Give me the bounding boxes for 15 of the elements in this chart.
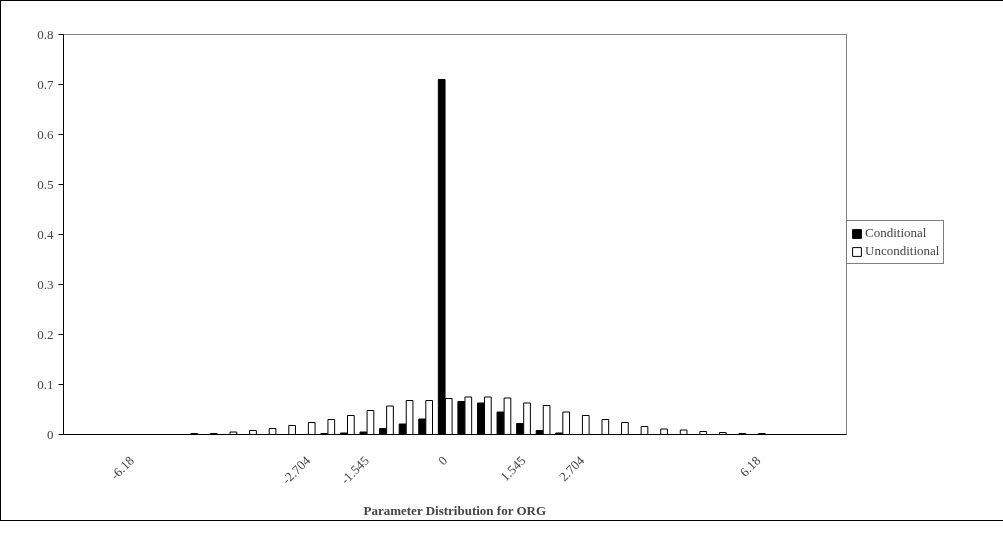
y-tick-label: 0.3 bbox=[37, 276, 54, 292]
y-tick-label: 0.5 bbox=[37, 176, 54, 192]
y-tick-label: 0.7 bbox=[37, 76, 54, 92]
y-tick-label: 0 bbox=[47, 426, 54, 442]
legend-label: Unconditional bbox=[865, 243, 940, 259]
x-tick-label: 0 bbox=[434, 452, 451, 469]
x-tick-label: 6.18 bbox=[736, 452, 764, 480]
y-tick-label: 0.6 bbox=[37, 126, 54, 142]
x-axis-title: Parameter Distribution for ORG bbox=[363, 502, 547, 518]
y-tick-label: 0.2 bbox=[37, 326, 54, 342]
y-tick-label: 0.4 bbox=[37, 226, 54, 242]
x-tick-label: -6.18 bbox=[107, 452, 137, 483]
y-tick-label: 0.8 bbox=[37, 26, 54, 42]
legend-label: Conditional bbox=[865, 225, 927, 241]
y-tick-label: 0.1 bbox=[37, 376, 54, 392]
